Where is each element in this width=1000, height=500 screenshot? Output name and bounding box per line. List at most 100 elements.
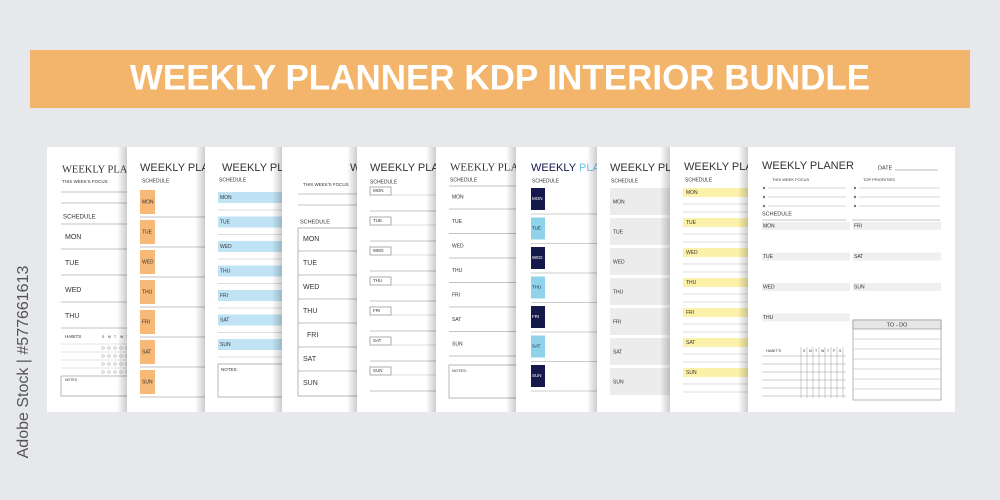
label: TUE [142,229,153,235]
page-shadow [660,147,670,412]
day-bar [762,252,850,261]
day-box [140,340,155,364]
label: T [114,335,117,339]
label: HABITS [65,334,81,339]
habit-dot [101,370,105,374]
label: MON [65,234,81,241]
label: SAT [452,317,461,323]
label: THU [142,289,153,295]
label: WEEKLY PLANER [762,160,854,172]
label: WED [613,259,625,265]
label: SUN [303,380,318,387]
label: SUN [613,379,624,385]
label: MON [220,195,232,201]
label: THU [220,268,231,274]
day-bar [762,222,850,230]
label: FRI [854,223,862,229]
day-box [531,365,545,387]
label: SUN [854,284,865,290]
label: FRI [532,314,539,319]
label: SAT [613,349,622,355]
label: SAT [220,317,229,323]
label: TUE [613,229,624,235]
label: TUE [220,219,231,225]
day-box [140,250,155,274]
day-box [531,335,545,358]
label: THU [65,313,79,320]
label: SUN [142,379,153,385]
habit-dot [101,346,105,350]
banner [30,50,970,108]
day-bar [853,252,941,261]
box [369,216,392,226]
label: FRI [452,292,460,298]
box [369,336,392,346]
label: F [833,349,835,353]
label: SAT [303,356,317,363]
label: S [803,349,806,353]
label: T [827,349,830,353]
page-shadow [426,147,436,412]
day-box [531,276,545,299]
day-box [531,188,545,210]
label: WED [452,243,464,249]
label: SCHEDULE [762,211,792,217]
label: TUE [763,254,774,260]
label: M [108,335,111,339]
label: WED [373,248,384,253]
label: MON [303,236,319,243]
banner-title: WEEKLY PLANNER KDP INTERIOR BUNDLE [130,58,870,97]
label: SCHEDULE [142,178,170,184]
bullet [853,204,857,208]
day-box [140,190,155,214]
label: MON [686,190,698,196]
label: SAT [373,338,382,343]
watermark: Adobe Stock | #577661613 [15,266,32,459]
label: WED [763,284,775,290]
label: TO - DO [887,322,908,328]
label: FRI [373,308,380,313]
habit-dot [101,362,105,366]
label: MON [373,188,384,193]
label: THIS WEEK'S FOCUS [303,182,349,187]
day-box [140,280,155,304]
label: TUE [452,219,463,225]
label: WED [220,244,232,250]
page-shadow [506,147,516,412]
label: MON [613,199,625,205]
label: THU [303,308,317,315]
habit-dot [107,370,111,374]
label: TUE [532,226,541,231]
label: SUN [220,342,231,348]
label: S [839,349,842,353]
label: HABIT'S [766,348,782,353]
label: SCHEDULE [219,177,247,183]
label: TOP PRIORITIES [863,177,895,182]
label: T [815,349,818,353]
label: SAT [686,340,695,346]
label: SUN [452,341,463,347]
day-box [140,370,155,394]
day-box [531,217,545,240]
label: TUE [303,260,317,267]
label: SCHEDULE [611,178,639,184]
page-shadow [587,147,597,412]
label: THU [452,268,463,274]
box [369,186,392,196]
title-part: WEEKLY [531,162,577,174]
day-bar [853,222,941,230]
habit-dot [113,346,117,350]
label: TUE [686,220,697,226]
label: NOTES: [221,367,238,372]
label: WED [532,255,543,260]
label: SCHEDULE [532,178,560,184]
label: SAT [532,344,541,349]
label: FRI [142,319,150,325]
label: THU [613,289,624,295]
label: WED [142,259,154,265]
bullet [853,186,857,190]
label: NOTES: [452,368,467,373]
habit-dot [107,346,111,350]
habit-dot [107,354,111,358]
